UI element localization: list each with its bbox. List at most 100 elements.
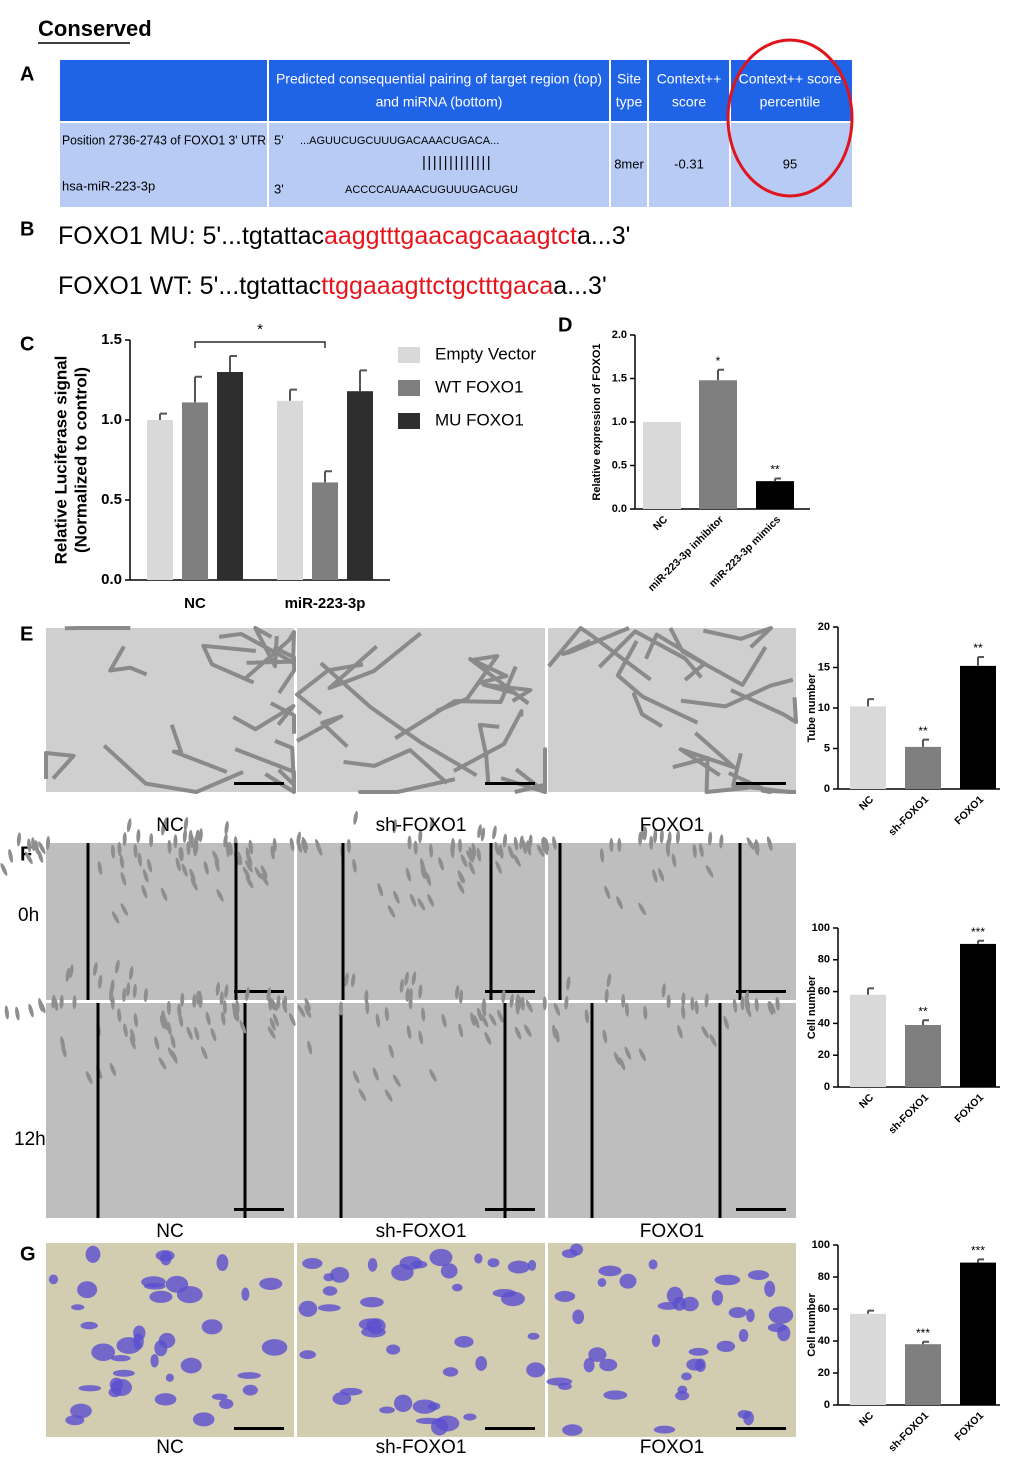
tube-structure	[327, 631, 422, 690]
stained-cell	[572, 1309, 585, 1325]
y-axis-label: (Normalized to control)	[71, 367, 90, 553]
cell	[27, 838, 32, 853]
pairing: |||||||||||||	[422, 154, 492, 171]
cell	[694, 1000, 699, 1015]
stained-cell	[143, 1282, 166, 1290]
cell	[289, 837, 295, 852]
sequence-text: a...3'	[553, 272, 606, 300]
cell	[513, 854, 521, 867]
x-tick-label: NC	[857, 1409, 877, 1429]
y-axis-label: Cell number	[806, 975, 818, 1039]
y-tick-label: 0.5	[101, 491, 122, 508]
bar	[960, 1262, 996, 1405]
stained-cell	[259, 1277, 283, 1290]
panel-label: C	[20, 333, 34, 355]
cell	[536, 844, 545, 857]
cell	[254, 866, 263, 880]
cell	[692, 843, 697, 858]
cell	[407, 835, 412, 850]
cell	[239, 1020, 247, 1034]
bar	[182, 402, 208, 580]
stained-cell	[367, 1258, 378, 1272]
site-type: 8mer	[614, 156, 644, 171]
cell	[387, 905, 396, 918]
cell	[451, 838, 456, 853]
image-caption: NC	[156, 1437, 183, 1458]
cell	[438, 857, 444, 871]
cell	[276, 995, 281, 1010]
cell	[701, 1026, 709, 1039]
stained-cell	[216, 1254, 229, 1272]
scale-bar	[736, 1208, 786, 1211]
cell	[219, 991, 224, 1006]
cell	[38, 841, 46, 855]
cell	[15, 1006, 20, 1021]
cell	[377, 882, 384, 897]
cell	[740, 996, 745, 1011]
cell	[65, 967, 71, 982]
cell	[109, 1062, 117, 1077]
tube-structure	[672, 755, 749, 794]
cell	[268, 997, 276, 1011]
bar	[217, 372, 243, 580]
bottom-seq: ACCCCAUAAACUGUUUGACUGU	[345, 184, 518, 196]
cell	[196, 990, 201, 1005]
cell	[304, 997, 311, 1011]
cell	[745, 996, 750, 1010]
cell	[166, 1000, 171, 1015]
tube-structure	[295, 662, 364, 716]
cell	[677, 1024, 683, 1039]
bar	[905, 746, 941, 789]
legend-swatch	[398, 413, 420, 429]
scale-bar	[485, 990, 535, 993]
significance-label: *	[257, 321, 263, 338]
stained-cell	[764, 1280, 776, 1298]
cell	[624, 1046, 632, 1060]
y-tick-label: 40	[818, 1335, 830, 1347]
cell	[520, 996, 525, 1011]
stained-cell	[558, 1382, 572, 1391]
scale-bar	[736, 782, 786, 785]
x-tick-label: NC	[651, 513, 671, 533]
cell	[477, 824, 482, 839]
cell	[460, 854, 468, 868]
x-tick-label: sh-FOXO1	[886, 793, 931, 838]
tube-structure	[680, 677, 794, 709]
bar	[347, 391, 373, 580]
cell	[507, 845, 514, 859]
cell	[746, 837, 755, 850]
cell	[418, 984, 423, 999]
cell	[31, 837, 36, 852]
y-tick-label: 1.0	[101, 411, 122, 428]
cell	[522, 840, 527, 854]
cell	[288, 1013, 296, 1027]
stained-cell	[603, 1390, 628, 1400]
cell	[149, 833, 154, 848]
cell	[136, 829, 141, 844]
cell	[245, 860, 253, 873]
cell	[232, 1006, 238, 1021]
stained-cell	[666, 1286, 684, 1305]
stained-cell	[386, 1344, 401, 1355]
legend-swatch	[398, 347, 420, 363]
cell	[170, 1034, 176, 1049]
tube-structure	[296, 714, 349, 749]
error-bar	[289, 388, 297, 401]
cell	[365, 1000, 370, 1015]
cell	[346, 839, 351, 854]
cell	[619, 1057, 626, 1071]
stained-cell	[80, 1321, 98, 1330]
cell	[709, 1033, 717, 1047]
top-seq: ...AGUUCUGCUUUGACAAACUGACA...	[300, 135, 499, 147]
cell	[643, 1005, 648, 1020]
table-header: score	[672, 94, 706, 110]
micrograph	[548, 1003, 796, 1218]
significance-label: ***	[971, 925, 985, 939]
cell	[307, 1040, 313, 1055]
bar	[312, 482, 338, 580]
stained-cell	[454, 1336, 474, 1348]
table-header: Context++	[657, 71, 722, 87]
stained-cell	[435, 1415, 460, 1432]
tube-structure	[319, 661, 478, 778]
stained-cell	[562, 1424, 583, 1436]
